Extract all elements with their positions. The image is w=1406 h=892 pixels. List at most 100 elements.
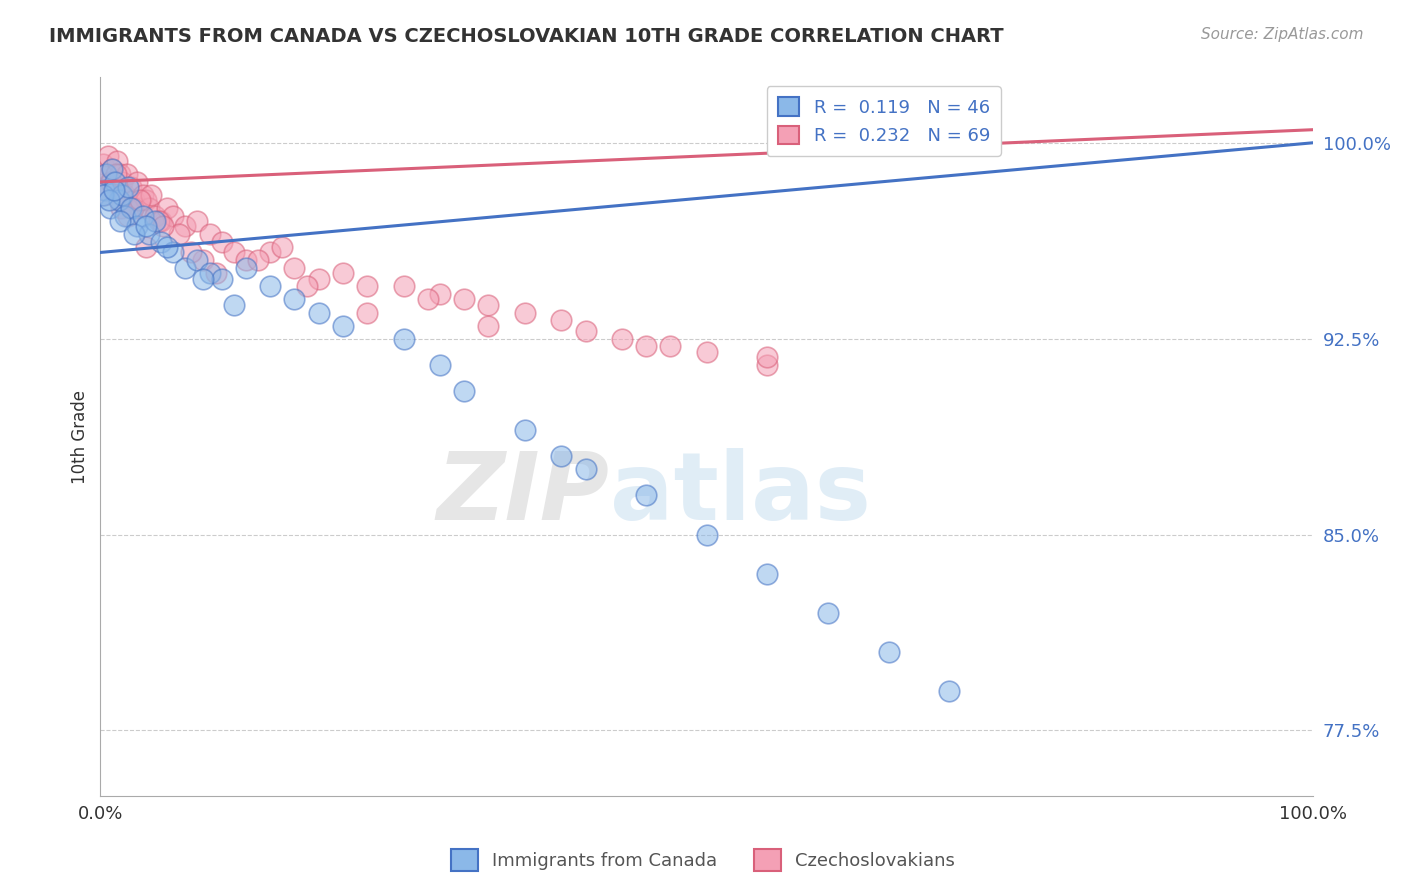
Point — [477, 318, 499, 333]
Point — [513, 423, 536, 437]
Point — [659, 339, 682, 353]
Point — [156, 240, 179, 254]
Point — [416, 293, 439, 307]
Point — [162, 245, 184, 260]
Point — [211, 271, 233, 285]
Point — [114, 188, 136, 202]
Text: ZIP: ZIP — [437, 448, 610, 540]
Point — [93, 183, 115, 197]
Point — [103, 183, 125, 197]
Legend: R =  0.119   N = 46, R =  0.232   N = 69: R = 0.119 N = 46, R = 0.232 N = 69 — [766, 87, 1001, 156]
Point — [132, 209, 155, 223]
Legend: Immigrants from Canada, Czechoslovakians: Immigrants from Canada, Czechoslovakians — [444, 842, 962, 879]
Point — [152, 219, 174, 234]
Point — [97, 193, 120, 207]
Point — [101, 161, 124, 176]
Point — [198, 227, 221, 242]
Point — [107, 193, 129, 207]
Point — [105, 154, 128, 169]
Point — [938, 684, 960, 698]
Point — [877, 645, 900, 659]
Point — [392, 332, 415, 346]
Point — [111, 188, 134, 202]
Point — [392, 279, 415, 293]
Point — [110, 201, 132, 215]
Point — [186, 214, 208, 228]
Point — [186, 253, 208, 268]
Point — [283, 293, 305, 307]
Point — [98, 175, 121, 189]
Point — [235, 253, 257, 268]
Point — [356, 305, 378, 319]
Point — [101, 161, 124, 176]
Point — [96, 167, 118, 181]
Point — [696, 527, 718, 541]
Point — [167, 227, 190, 242]
Point — [308, 271, 330, 285]
Point — [114, 209, 136, 223]
Point — [156, 201, 179, 215]
Point — [574, 462, 596, 476]
Point — [513, 305, 536, 319]
Point — [93, 188, 115, 202]
Point — [259, 279, 281, 293]
Point — [129, 193, 152, 207]
Point — [135, 240, 157, 254]
Point — [477, 298, 499, 312]
Point — [107, 193, 129, 207]
Point — [91, 156, 114, 170]
Point — [817, 606, 839, 620]
Point — [98, 201, 121, 215]
Point — [125, 175, 148, 189]
Text: atlas: atlas — [610, 448, 870, 540]
Point — [332, 266, 354, 280]
Point — [117, 209, 139, 223]
Point — [104, 175, 127, 189]
Point — [429, 287, 451, 301]
Point — [91, 188, 114, 202]
Text: IMMIGRANTS FROM CANADA VS CZECHOSLOVAKIAN 10TH GRADE CORRELATION CHART: IMMIGRANTS FROM CANADA VS CZECHOSLOVAKIA… — [49, 27, 1004, 45]
Point — [124, 193, 146, 207]
Point — [120, 201, 142, 215]
Point — [453, 384, 475, 398]
Point — [283, 261, 305, 276]
Point — [97, 149, 120, 163]
Point — [132, 188, 155, 202]
Point — [174, 219, 197, 234]
Point — [122, 201, 145, 215]
Point — [756, 566, 779, 581]
Point — [143, 214, 166, 228]
Point — [610, 332, 633, 346]
Point — [180, 245, 202, 260]
Point — [574, 324, 596, 338]
Y-axis label: 10th Grade: 10th Grade — [72, 390, 89, 483]
Point — [271, 240, 294, 254]
Point — [125, 219, 148, 234]
Point — [222, 298, 245, 312]
Point — [198, 266, 221, 280]
Point — [96, 183, 118, 197]
Point — [550, 449, 572, 463]
Point — [135, 219, 157, 234]
Point — [193, 271, 215, 285]
Point — [550, 313, 572, 327]
Point — [100, 175, 122, 189]
Point — [308, 305, 330, 319]
Point — [356, 279, 378, 293]
Point — [174, 261, 197, 276]
Point — [636, 339, 658, 353]
Point — [259, 245, 281, 260]
Point — [756, 358, 779, 372]
Point — [211, 235, 233, 249]
Point — [94, 167, 117, 181]
Point — [235, 261, 257, 276]
Point — [148, 214, 170, 228]
Point — [108, 167, 131, 181]
Point — [696, 344, 718, 359]
Point — [135, 193, 157, 207]
Point — [636, 488, 658, 502]
Point — [141, 188, 163, 202]
Point — [120, 180, 142, 194]
Point — [247, 253, 270, 268]
Point — [429, 358, 451, 372]
